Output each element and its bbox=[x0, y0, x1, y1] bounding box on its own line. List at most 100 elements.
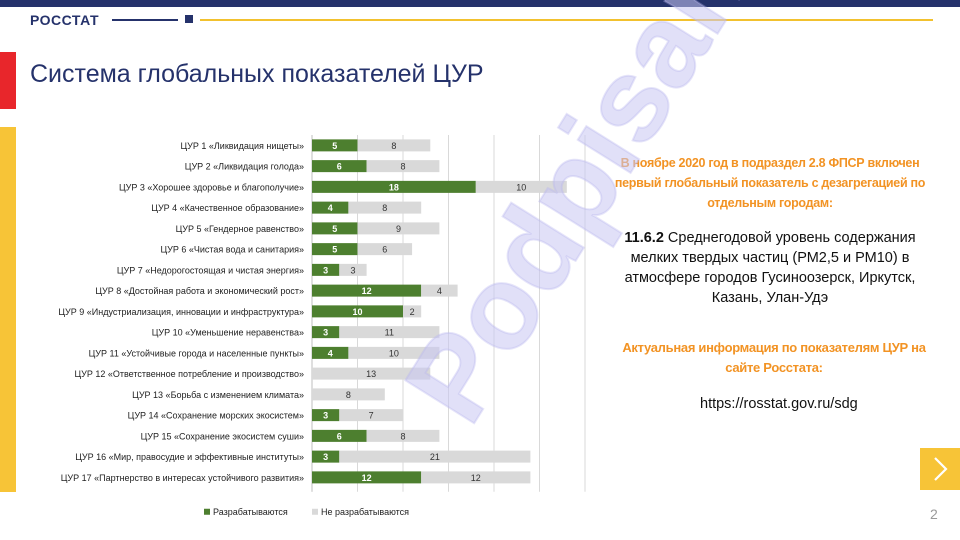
top-bar bbox=[0, 0, 960, 7]
category-label: ЦУР 12 «Ответственное потребление и прои… bbox=[74, 369, 304, 379]
bar-developed bbox=[312, 222, 358, 235]
bar-not-developed bbox=[366, 429, 440, 442]
bar-developed bbox=[312, 139, 358, 152]
category-label: ЦУР 7 «Недорогостоящая и чистая энергия» bbox=[117, 265, 304, 275]
category-label: ЦУР 9 «Индустриализация, инновации и инф… bbox=[58, 307, 304, 317]
category-label: ЦУР 4 «Качественное образование» bbox=[151, 203, 304, 213]
category-label: ЦУР 10 «Уменьшение неравенства» bbox=[152, 328, 304, 338]
sdg-indicators-chart: ЦУР 1 «Ликвидация нищеты» 5 8 ЦУР 2 «Ликвид… bbox=[58, 135, 586, 517]
bar-developed bbox=[312, 284, 422, 297]
bar-not-developed bbox=[421, 471, 531, 484]
bar-not-developed bbox=[348, 201, 422, 214]
page-number: 2 bbox=[930, 506, 938, 522]
bar-developed bbox=[312, 326, 340, 339]
bar-not-developed bbox=[357, 243, 413, 256]
bar-developed bbox=[312, 346, 349, 359]
category-label: ЦУР 17 «Партнерство в интересах устойчив… bbox=[61, 473, 304, 483]
bar-not-developed bbox=[339, 450, 531, 463]
data-label: 7 bbox=[369, 411, 374, 421]
data-label: 12 bbox=[471, 473, 481, 483]
legend-swatch bbox=[312, 508, 318, 515]
data-label: 3 bbox=[350, 265, 355, 275]
bar-not-developed bbox=[421, 284, 458, 297]
data-label: 10 bbox=[516, 182, 526, 192]
bar-not-developed bbox=[366, 160, 440, 173]
bar-developed bbox=[312, 243, 358, 256]
data-label: 6 bbox=[337, 162, 342, 172]
data-label: 12 bbox=[362, 473, 372, 483]
legend-swatch bbox=[204, 508, 210, 515]
rosstat-sdg-link[interactable]: https://rosstat.gov.ru/sdg bbox=[700, 396, 858, 412]
data-label: 3 bbox=[323, 328, 328, 338]
indicator-description: 11.6.2 Среднегодовой уровень содержания … bbox=[602, 228, 938, 308]
category-label: ЦУР 11 «Устойчивые города и населенные п… bbox=[89, 348, 304, 358]
data-label: 12 bbox=[362, 286, 372, 296]
data-label: 4 bbox=[437, 286, 442, 296]
chevron-right-icon bbox=[934, 457, 948, 481]
bar-developed bbox=[312, 263, 340, 276]
data-label: 5 bbox=[332, 141, 337, 151]
data-label: 6 bbox=[337, 431, 342, 441]
bar-not-developed bbox=[312, 367, 431, 380]
category-label: ЦУР 6 «Чистая вода и санитария» bbox=[160, 245, 304, 255]
bar-developed bbox=[312, 201, 349, 214]
bar-developed bbox=[312, 471, 422, 484]
bar-developed bbox=[312, 409, 340, 422]
indicator-code: 11.6.2 bbox=[624, 230, 664, 246]
data-label: 4 bbox=[328, 348, 333, 358]
data-label: 8 bbox=[382, 203, 387, 213]
data-label: 8 bbox=[400, 162, 405, 172]
note-actual-info: Актуальная информация по показателям ЦУР… bbox=[622, 340, 926, 375]
data-label: 11 bbox=[385, 328, 394, 338]
data-label: 3 bbox=[323, 452, 328, 462]
legend-label: Не разрабатываются bbox=[321, 507, 409, 517]
category-label: ЦУР 1 «Ликвидация нищеты» bbox=[181, 141, 305, 151]
bar-developed bbox=[312, 180, 476, 193]
data-label: 8 bbox=[400, 431, 405, 441]
data-label: 21 bbox=[430, 452, 440, 462]
category-label: ЦУР 3 «Хорошее здоровье и благополучие» bbox=[119, 182, 304, 192]
bar-not-developed bbox=[357, 139, 431, 152]
header-line-yellow bbox=[200, 19, 933, 21]
page-title: Система глобальных показателей ЦУР bbox=[30, 60, 484, 88]
data-label: 8 bbox=[346, 390, 351, 400]
data-label: 13 bbox=[366, 369, 376, 379]
next-slide-button[interactable] bbox=[920, 448, 960, 490]
bar-not-developed bbox=[475, 180, 567, 193]
bar-developed bbox=[312, 305, 403, 318]
data-label: 5 bbox=[332, 245, 337, 255]
note-november-2020: В ноябре 2020 год в подраздел 2.8 ФПСР в… bbox=[614, 156, 926, 210]
data-label: 10 bbox=[352, 307, 362, 317]
data-label: 8 bbox=[391, 141, 396, 151]
data-label: 6 bbox=[382, 245, 387, 255]
bar-developed bbox=[312, 429, 367, 442]
bar-not-developed bbox=[339, 409, 403, 422]
bar-not-developed bbox=[357, 222, 440, 235]
indicator-text: Среднегодовой уровень содержания мелких … bbox=[624, 230, 916, 306]
bar-developed bbox=[312, 160, 367, 173]
rosstat-logo: РОССТАТ bbox=[30, 12, 100, 28]
bar-not-developed bbox=[403, 305, 422, 318]
data-label: 4 bbox=[328, 203, 333, 213]
category-label: ЦУР 2 «Ликвидация голода» bbox=[185, 162, 304, 172]
category-label: ЦУР 5 «Гендерное равенство» bbox=[176, 224, 304, 234]
data-label: 3 bbox=[323, 411, 328, 421]
category-label: ЦУР 13 «Борьба с изменением климата» bbox=[132, 390, 304, 400]
data-label: 9 bbox=[396, 224, 401, 234]
bar-not-developed bbox=[348, 346, 440, 359]
header-square bbox=[185, 15, 193, 23]
bar-developed bbox=[312, 450, 340, 463]
data-label: 10 bbox=[389, 348, 399, 358]
legend-label: Разрабатываются bbox=[213, 507, 288, 517]
content-accent-bar bbox=[0, 127, 16, 492]
data-label: 3 bbox=[323, 265, 328, 275]
data-label: 2 bbox=[410, 307, 415, 317]
data-label: 18 bbox=[389, 182, 399, 192]
category-label: ЦУР 14 «Сохранение морских экосистем» bbox=[128, 411, 304, 421]
bar-not-developed bbox=[339, 326, 440, 339]
bar-not-developed bbox=[339, 263, 367, 276]
header-line-navy bbox=[112, 19, 178, 21]
title-accent-bar bbox=[0, 52, 16, 109]
data-label: 5 bbox=[332, 224, 337, 234]
category-label: ЦУР 15 «Сохранение экосистем суши» bbox=[141, 431, 304, 441]
